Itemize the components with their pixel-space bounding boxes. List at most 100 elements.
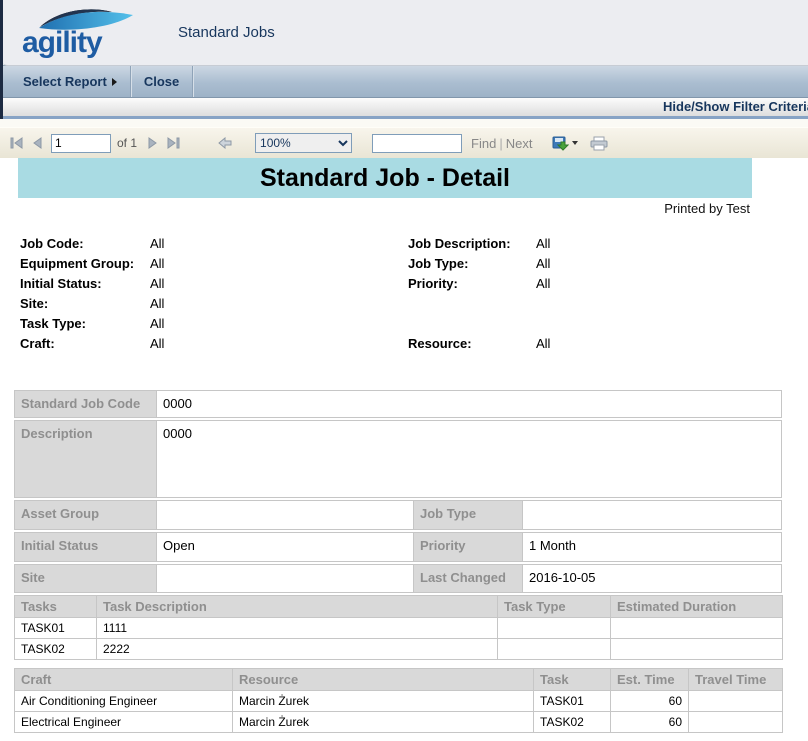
table-cell (610, 617, 783, 639)
menubar: Select Report Close (0, 65, 808, 98)
field-value: 1 Month (522, 532, 782, 562)
table-row: TASK01 1111 (14, 617, 783, 639)
report-title-band: Standard Job - Detail (18, 158, 752, 198)
printed-by-label: Printed by Test (664, 201, 750, 216)
filter-row: Site: All (0, 296, 808, 316)
table-cell: 1111 (96, 617, 498, 639)
field-value (156, 500, 414, 530)
select-report-label: Select Report (23, 74, 107, 89)
detail-row-description: Description 0000 (14, 420, 782, 498)
craft-header-row: Craft Resource Task Est. Time Travel Tim… (14, 668, 783, 691)
detail-row-initial-status: Initial Status Open Priority 1 Month (14, 532, 782, 562)
field-label: Priority (413, 532, 523, 562)
find-link[interactable]: Find (471, 135, 497, 151)
column-header: Tasks (14, 595, 97, 618)
last-page-icon (167, 137, 176, 149)
filter-value: All (150, 316, 165, 331)
field-label: Description (14, 420, 157, 498)
next-page-button[interactable] (143, 133, 163, 153)
export-button[interactable] (551, 133, 579, 153)
page-title: Standard Jobs (178, 24, 275, 41)
table-cell (688, 690, 783, 712)
next-link[interactable]: Next (505, 135, 533, 151)
tasks-header-row: Tasks Task Description Task Type Estimat… (14, 595, 783, 618)
previous-page-icon (33, 137, 42, 149)
field-value: 0000 (156, 420, 782, 498)
next-page-icon (148, 137, 157, 149)
chrome-gap (0, 119, 808, 127)
field-value: 0000 (156, 390, 782, 418)
filter-label: Resource: (408, 336, 472, 351)
filter-criteria-bar: Hide/Show Filter Criteria (0, 98, 808, 119)
zoom-select[interactable]: 100% (255, 133, 353, 153)
print-icon (593, 136, 605, 141)
craft-table: Craft Resource Task Est. Time Travel Tim… (14, 668, 783, 733)
close-label: Close (143, 74, 180, 89)
first-page-icon (10, 137, 14, 149)
menu-item-select-report[interactable]: Select Report (10, 66, 131, 97)
filter-row: Equipment Group: All Job Type: All (0, 256, 808, 276)
filter-label: Job Description: (408, 236, 511, 251)
table-row: Electrical Engineer Marcin Żurek TASK02 … (14, 711, 783, 733)
field-value (522, 500, 782, 530)
column-header: Travel Time (688, 668, 783, 691)
filter-summary: Job Code: All Job Description: All Equip… (0, 236, 808, 356)
hide-show-filter-toggle[interactable]: Hide/Show Filter Criteria (663, 99, 808, 114)
column-header: Task (533, 668, 611, 691)
table-cell: 60 (610, 690, 689, 712)
filter-value: All (536, 336, 551, 351)
find-next-separator: | (499, 135, 503, 151)
filter-value: All (536, 256, 551, 271)
table-cell: Marcin Żurek (232, 690, 534, 712)
field-value: Open (156, 532, 414, 562)
left-edge-strip (0, 0, 3, 119)
field-label: Standard Job Code (14, 390, 157, 418)
logo-swoosh-icon (39, 9, 133, 30)
column-header: Resource (232, 668, 534, 691)
column-header: Est. Time (610, 668, 689, 691)
table-row: TASK02 2222 (14, 638, 783, 660)
parent-report-button[interactable] (215, 133, 235, 153)
last-page-button[interactable] (163, 133, 183, 153)
field-label: Site (14, 564, 157, 593)
agility-logo: agility (22, 4, 142, 62)
table-cell: 60 (610, 711, 689, 733)
print-button[interactable] (589, 133, 609, 153)
logo-text: agility (22, 26, 103, 59)
filter-row: Initial Status: All Priority: All (0, 276, 808, 296)
table-cell: TASK01 (533, 690, 611, 712)
previous-page-button[interactable] (27, 133, 47, 153)
table-cell (497, 617, 611, 639)
table-cell: Air Conditioning Engineer (14, 690, 233, 712)
filter-label: Equipment Group: (20, 256, 135, 271)
table-cell: TASK02 (14, 638, 97, 660)
detail-row-job-code: Standard Job Code 0000 (14, 390, 782, 418)
filter-label: Task Type: (20, 316, 86, 331)
table-cell: 2222 (96, 638, 498, 660)
column-header: Craft (14, 668, 233, 691)
filter-value: All (150, 276, 165, 291)
filter-row: Craft: All Resource: All (0, 336, 808, 356)
first-page-button[interactable] (7, 133, 27, 153)
filter-value: All (150, 336, 165, 351)
field-value: 2016-10-05 (522, 564, 782, 593)
table-cell (610, 638, 783, 660)
filter-value: All (150, 296, 165, 311)
page-number-input[interactable] (51, 133, 111, 153)
filter-value: All (150, 236, 165, 251)
field-value (156, 564, 414, 593)
menu-item-close[interactable]: Close (131, 66, 194, 97)
find-input[interactable] (372, 133, 463, 153)
table-row: Air Conditioning Engineer Marcin Żurek T… (14, 690, 783, 712)
page-total-label: of 1 (117, 136, 138, 150)
filter-label: Job Code: (20, 236, 84, 251)
field-label: Initial Status (14, 532, 157, 562)
field-label: Asset Group (14, 500, 157, 530)
filter-value: All (536, 276, 551, 291)
column-header: Task Type (497, 595, 611, 618)
report-title: Standard Job - Detail (259, 163, 511, 192)
app-header: agility Standard Jobs (0, 0, 808, 66)
filter-label: Site: (20, 296, 49, 311)
filter-label: Initial Status: (20, 276, 102, 291)
